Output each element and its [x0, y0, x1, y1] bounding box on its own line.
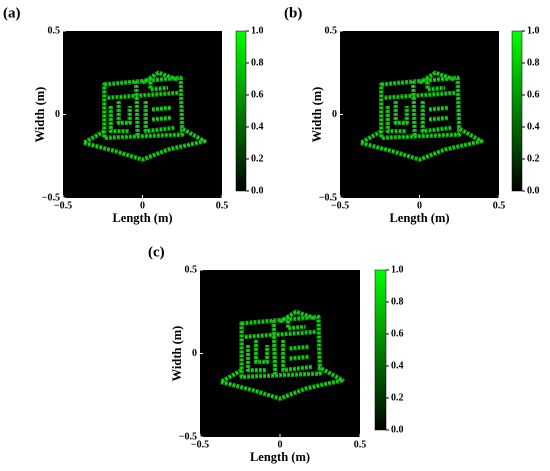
x-tick-label: 0	[140, 200, 145, 211]
panel: (a) −0.5 0 0.5 −0.5 0 0.5 Length (m) Width (m) 0.…	[3, 5, 264, 224]
image-pattern	[221, 312, 343, 399]
x-tick-label: 0.5	[354, 439, 367, 450]
y-axis-label: Width (m)	[33, 87, 47, 143]
y-tick-label: 0	[55, 109, 60, 120]
colorbar-tick-label: 0.0	[391, 424, 404, 435]
image-pattern	[361, 73, 482, 160]
panel-label: (a)	[3, 5, 21, 21]
y-tick-label: 0	[192, 348, 197, 359]
colorbar-tick-label: 0.2	[527, 153, 540, 164]
x-tick-label: 0.5	[493, 200, 506, 211]
y-tick-label: 0.5	[325, 25, 338, 36]
colorbar	[235, 30, 247, 192]
colorbar-tick-label: 0.4	[527, 121, 540, 132]
image	[63, 31, 222, 198]
colorbar-tick-label: 1.0	[527, 25, 540, 36]
y-axis-label: Width (m)	[310, 87, 324, 143]
y-tick-label: −0.5	[42, 192, 60, 203]
colorbar-tick-label: 0.0	[251, 185, 264, 196]
x-tick-label: 0.5	[216, 200, 229, 211]
colorbar	[511, 30, 523, 192]
colorbar-tick-label: 0.2	[391, 392, 404, 403]
y-tick-label: 0.5	[48, 25, 61, 36]
y-tick-label: 0	[332, 109, 337, 120]
image	[340, 31, 499, 198]
x-axis-label: Length (m)	[389, 211, 449, 225]
y-tick-label: 0.5	[185, 264, 198, 275]
colorbar-tick-label: 0.8	[251, 57, 264, 68]
colorbar-tick-label: 0.6	[251, 89, 264, 100]
y-tick-label: −0.5	[319, 192, 337, 203]
x-axis-label: Length (m)	[250, 450, 310, 464]
x-tick-label: 0	[417, 200, 422, 211]
colorbar-tick-label: 0.6	[391, 328, 404, 339]
image	[200, 270, 360, 437]
colorbar	[374, 269, 387, 431]
colorbar-tick-label: 0.2	[251, 153, 264, 164]
panel-label: (b)	[284, 5, 302, 21]
y-axis-label: Width (m)	[170, 326, 184, 382]
panel: (b) −0.5 0 0.5 −0.5 0 0.5 Length (m) Width (m) 0.…	[284, 5, 540, 224]
x-tick-label: −0.5	[331, 200, 349, 211]
colorbar-tick-label: 0.8	[527, 57, 540, 68]
x-tick-label: −0.5	[191, 439, 209, 450]
panel: (c) −0.5 0 0.5 −0.5 0 0.5 Length (m) Width (m) 0.…	[148, 244, 404, 463]
colorbar-tick-label: 0.4	[251, 121, 264, 132]
panel-label: (c)	[148, 244, 165, 260]
x-tick-label: −0.5	[54, 200, 72, 211]
colorbar-tick-label: 0.0	[527, 185, 540, 196]
colorbar-tick-label: 0.8	[391, 296, 404, 307]
colorbar-tick-label: 0.4	[391, 360, 404, 371]
colorbar-tick-label: 1.0	[251, 25, 264, 36]
y-tick-label: −0.5	[179, 431, 197, 442]
x-tick-label: 0	[278, 439, 283, 450]
colorbar-tick-label: 0.6	[527, 89, 540, 100]
x-axis-label: Length (m)	[112, 211, 172, 225]
image-pattern	[84, 73, 205, 160]
colorbar-tick-label: 1.0	[391, 264, 404, 275]
